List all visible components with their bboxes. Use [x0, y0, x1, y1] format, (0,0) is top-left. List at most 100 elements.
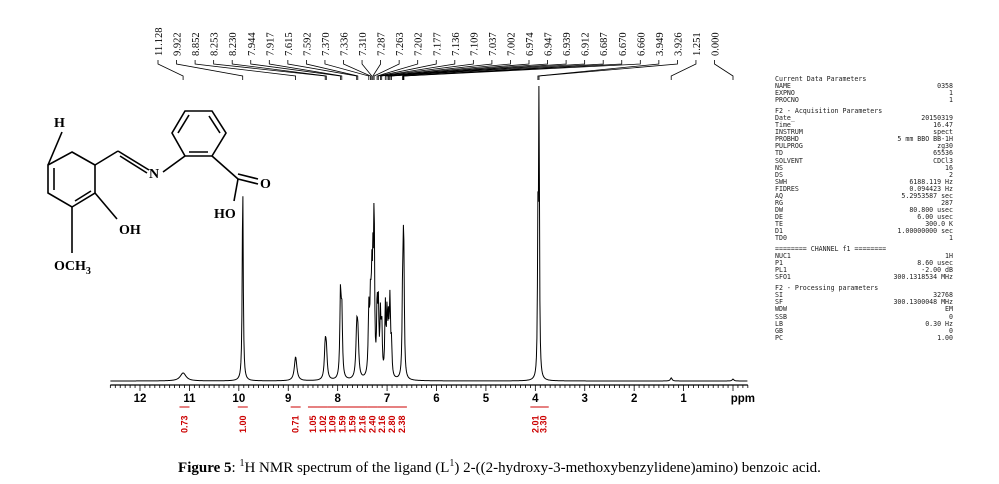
peak-label: 8.253 [210, 32, 221, 56]
imine-double-bond [119, 155, 148, 174]
integral-label: 2.16 [377, 415, 387, 433]
param-row: SF 300.1300048 MHz [775, 299, 953, 306]
param-key: Time [775, 121, 791, 130]
param-value: 1.00 [937, 333, 953, 342]
peak-label: 6.912 [581, 32, 592, 56]
peak-label: 9.922 [173, 32, 184, 56]
param-key: SF [775, 298, 783, 307]
caption-label: Figure 5 [178, 460, 232, 476]
param-row: LB 0.30 Hz [775, 319, 953, 328]
x-tick-label: 12 [134, 393, 147, 405]
peak-label: 11.128 [154, 28, 165, 57]
param-key: SI [775, 291, 783, 300]
param-value: CDCl3 [933, 156, 953, 165]
peak-leader-line [157, 60, 184, 80]
caption-sup-1: 1 [239, 458, 245, 469]
peak-leader-line [287, 60, 358, 80]
param-key: DW [775, 205, 783, 214]
peak-leader-line [372, 60, 381, 80]
peak-label: 7.002 [506, 32, 517, 56]
peak-leader-line [268, 60, 343, 80]
peak-label: 7.615 [284, 32, 295, 56]
peak-label: 7.917 [265, 32, 276, 56]
peak-label: 6.974 [525, 32, 536, 56]
param-row: NAME 0358 [775, 82, 953, 90]
param-row: INSTRUM spect [775, 129, 953, 136]
param-row: Time 16.47 [775, 122, 953, 129]
figure-caption: Figure 5: 1H NMR spectrum of the ligand … [0, 458, 999, 477]
peak-label: 7.037 [488, 32, 499, 56]
peak-leader-line [194, 60, 296, 80]
peak-label: 7.310 [358, 32, 369, 56]
param-key: SOLVENT [775, 156, 803, 165]
integral-label: 1.00 [238, 415, 248, 433]
param-value: 1.00000000 sec [897, 226, 953, 235]
ppm-axis: 12 11 10 9 8 7 6 5 4 3 2 1 ppm [109, 384, 755, 405]
integral-label: 2.80 [387, 415, 397, 433]
param-row: EXPNO 1 [775, 90, 953, 97]
peak-leader-line [343, 60, 371, 80]
param-value: 65536 [933, 149, 953, 158]
param-value: 1 [949, 96, 953, 105]
param-row: PL1 -2.00 dB [775, 267, 953, 274]
hydroxyl-bond [233, 178, 239, 202]
param-value: 16 [945, 163, 953, 172]
x-tick-label: 2 [631, 393, 637, 405]
caption-text-2: ) 2-((2-hydroxy-3-methoxybenzylidene)ami… [454, 460, 821, 476]
param-row: AQ 5.2953587 sec [775, 191, 953, 200]
param-value: 0.30 Hz [925, 319, 953, 328]
peak-label: 7.136 [451, 32, 462, 56]
peak-leader-line [391, 60, 586, 80]
peak-leader-line [361, 60, 373, 80]
peak-leader-line [250, 60, 341, 80]
peak-label: 8.230 [228, 32, 239, 56]
caption-sup-2: 1 [449, 458, 455, 469]
param-row: RG 287 [775, 199, 953, 207]
param-row: SI 32768 [775, 292, 953, 299]
ch-bond [47, 131, 63, 166]
peak-leader-line [389, 60, 567, 80]
peak-label: 7.370 [321, 32, 332, 56]
channel-params-list: NUC1 1H P1 8.60 usec PL1 -2.00 dB SFO1 300.1318… [775, 253, 953, 281]
x-tick-label: 4 [532, 393, 539, 405]
param-value: 5 mm BBO BB-1H [897, 135, 953, 144]
peak-leader-line [403, 60, 623, 80]
param-value: 0.094423 Hz [909, 184, 953, 193]
right-ring-double-bond [177, 114, 190, 134]
param-key: WDW [775, 305, 787, 314]
peak-label: 7.336 [340, 32, 351, 56]
param-row: DS 2 [775, 171, 953, 179]
x-tick-label: 10 [232, 393, 245, 405]
x-tick-label: 6 [433, 393, 439, 405]
peak-label: 3.926 [673, 32, 684, 56]
o-atom-label: O [260, 177, 271, 192]
peak-label: 1.251 [692, 32, 703, 56]
och3-subscript: 3 [86, 266, 91, 277]
x-tick-label: 5 [483, 393, 490, 405]
param-row: PULPROG zg30 [775, 143, 953, 150]
acq-params-title: F2 - Acquisition Parameters [775, 107, 883, 116]
n-ring-bond [162, 155, 186, 173]
param-row: SWH 6188.119 Hz [775, 178, 953, 186]
peak-label: 6.947 [544, 32, 555, 56]
param-value: 300.1318534 MHz [893, 273, 953, 282]
param-row: Date_ 20150319 [775, 115, 953, 122]
current-params-list: NAME 0358 EXPNO 1 PROCNO 1 [775, 82, 953, 105]
param-value: 20150319 [921, 114, 953, 123]
param-value: 5.2953587 sec [901, 191, 953, 200]
right-ring [171, 110, 227, 157]
param-value: 16.47 [933, 121, 953, 130]
param-row: DW 80.800 usec [775, 205, 953, 214]
param-row: TD 65536 [775, 150, 953, 157]
peak-leader-line [377, 60, 437, 80]
integral-label: 1.05 [308, 415, 318, 433]
peak-leader-line [384, 60, 493, 80]
n-atom-label: N [149, 167, 159, 182]
param-key: TE [775, 219, 783, 228]
param-key: EXPNO [775, 89, 795, 98]
spectrum-line [110, 85, 748, 382]
param-value: 6.00 usec [917, 212, 953, 221]
param-value: 300.0 K [925, 219, 953, 228]
x-tick-label: 8 [334, 393, 341, 405]
